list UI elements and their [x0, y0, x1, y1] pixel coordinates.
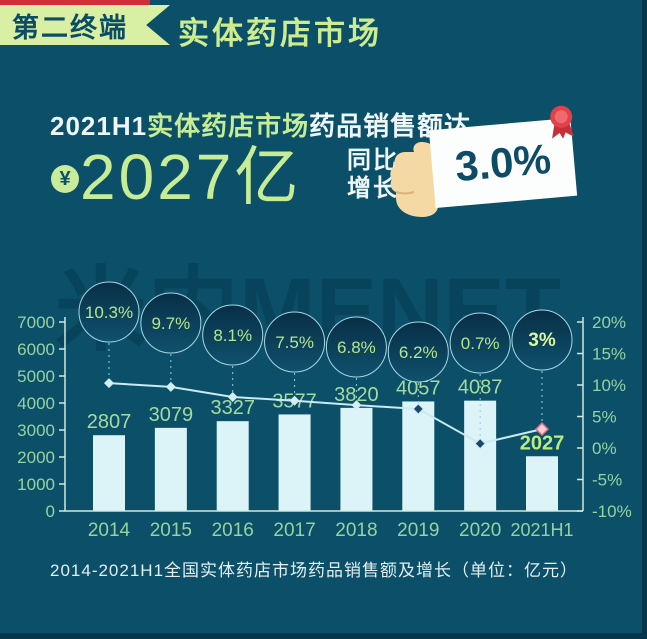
- growth-value: 3.0%: [453, 134, 553, 191]
- left-axis-label: 0: [46, 502, 55, 521]
- headline-highlight: 实体药店市场: [147, 111, 310, 141]
- growth-bubble-label: 0.7%: [461, 334, 500, 353]
- bar-value-label: 3079: [149, 404, 194, 426]
- left-axis-label: 2000: [17, 448, 55, 467]
- category-label: 2018: [335, 520, 377, 541]
- hand-icon: [390, 142, 438, 217]
- marker: [412, 403, 424, 415]
- category-label: 2019: [397, 520, 439, 541]
- axes: 0 1000 2000 3000 4000 5000 6000 7000 -10% -5% 0% 5%…: [17, 313, 632, 521]
- left-axis-label: 1000: [17, 475, 55, 494]
- bar-2017: [278, 414, 311, 511]
- bar-value-label: 3820: [334, 384, 379, 406]
- award-ribbon-icon: [550, 105, 574, 139]
- right-axis-label: -10%: [592, 502, 632, 521]
- marker: [165, 381, 176, 392]
- yuan-coin-icon: ¥: [51, 165, 79, 193]
- bar-value-label: 3327: [210, 397, 255, 419]
- right-axis-label: 15%: [592, 345, 626, 364]
- growth-bubble: [449, 312, 511, 374]
- marker-highlight: [534, 422, 550, 437]
- yuan-symbol: ¥: [59, 167, 71, 190]
- sales-amount: 2027亿: [80, 141, 302, 213]
- right-axis-label: 20%: [592, 313, 626, 332]
- growth-bubble-label: 6.2%: [399, 343, 438, 362]
- growth-bubble: [202, 304, 264, 366]
- growth-bubble-label: 9.7%: [151, 314, 190, 333]
- category-label: 2016: [212, 520, 254, 541]
- bar-2014: [93, 435, 125, 511]
- growth-bubble: [325, 316, 387, 378]
- growth-value-card: 3.0%: [428, 105, 578, 209]
- growth-bubble-label: 10.3%: [85, 303, 133, 322]
- headline: 2021H1实体药店市场药品销售额达: [50, 106, 471, 143]
- growth-bubble-label: 3%: [528, 330, 556, 351]
- growth-label-line1: 同比: [347, 147, 399, 174]
- left-axis-label: 6000: [17, 340, 55, 359]
- left-axis-label: 3000: [17, 421, 55, 440]
- growth-bubble-label: 8.1%: [213, 326, 252, 345]
- marker: [289, 395, 300, 406]
- growth-line: [108, 382, 543, 445]
- section-badge-label: 第二终端: [12, 12, 128, 43]
- category-label: 2017: [273, 520, 315, 541]
- right-edge-shade: [642, 0, 647, 639]
- section-badge: 第二终端: [0, 5, 170, 45]
- right-axis-label: 5%: [592, 408, 617, 427]
- category-label: 2020: [459, 520, 501, 541]
- marker: [351, 400, 362, 411]
- category-label: 2015: [150, 520, 192, 541]
- growth-bubble-label: 7.5%: [275, 333, 314, 352]
- left-axis-label: 7000: [17, 313, 55, 332]
- right-axis-label: -5%: [592, 471, 622, 490]
- bar-2015: [154, 427, 187, 511]
- marker: [474, 437, 486, 450]
- line-markers: [104, 378, 550, 450]
- bar-value-label: 2807: [87, 411, 132, 433]
- sales-growth-chart: 0 1000 2000 3000 4000 5000 6000 7000 -10% -5% 0% 5%…: [17, 281, 632, 541]
- bar-2021H1: [526, 456, 558, 511]
- growth-bubbles: 10.3% 9.7% 8.1% 7.5% 6.8% 6.2% 0.7% 3%: [78, 281, 573, 383]
- category-label: 2021H1: [510, 520, 573, 540]
- category-labels: 2014 2015 2016 2017 2018 2019 2020 2021H1: [88, 520, 574, 541]
- category-label: 2014: [88, 520, 131, 541]
- growth-bubble: [140, 292, 202, 354]
- bar-2020: [464, 400, 497, 511]
- growth-bubble: [78, 281, 140, 343]
- growth-bubble-label: 6.8%: [337, 338, 376, 357]
- marker: [104, 378, 114, 389]
- bar-2016: [216, 421, 249, 511]
- bar-value-labels: 28073079332735773820405740872027: [87, 377, 565, 455]
- bar-2018: [340, 407, 373, 511]
- growth-bubble: [387, 321, 449, 383]
- bars: [93, 400, 558, 511]
- page-title: 实体药店市场: [178, 16, 382, 51]
- right-axis-label: 0%: [592, 439, 617, 458]
- growth-bubble: [511, 309, 573, 371]
- growth-bubble: [264, 311, 326, 373]
- bar-value-label: 4057: [396, 377, 441, 399]
- red-accent-strip: [0, 0, 150, 6]
- right-axis-label: 10%: [592, 376, 626, 395]
- bubble-connectors: [108, 343, 543, 444]
- growth-label: 同比 增长: [347, 147, 399, 203]
- left-axis-label: 5000: [17, 367, 55, 386]
- marker: [227, 391, 238, 402]
- bar-2019: [402, 401, 435, 511]
- bar-value-label: 2027: [520, 432, 565, 454]
- bottom-edge-shade: [0, 633, 647, 639]
- left-axis-label: 4000: [17, 394, 55, 413]
- headline-prefix: 2021H1: [50, 111, 148, 141]
- chart-caption: 2014-2021H1全国实体药店市场药品销售额及增长（单位：亿元）: [50, 561, 579, 580]
- growth-label-line2: 增长: [347, 175, 399, 202]
